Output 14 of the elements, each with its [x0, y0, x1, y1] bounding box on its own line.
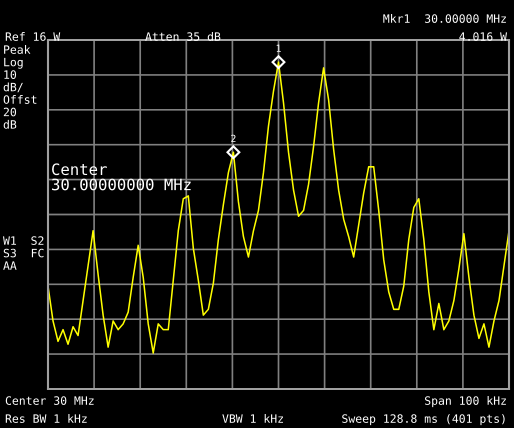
text: Center 30 MHz — [6, 396, 94, 405]
annotation: Center 30.00000000 MHz — [52, 163, 191, 190]
text: Span 100 kHz — [425, 396, 506, 408]
text: Mkr1 30.00000 MHz — [383, 14, 506, 23]
text: 4.016 W — [459, 32, 507, 41]
text: W1 S2 S3 FC AA — [3, 236, 44, 270]
annotation: 1 — [276, 44, 281, 52]
text: Ref 16 W — [6, 32, 60, 41]
text: VBW 1 kHz — [222, 414, 284, 423]
text: Sweep 128.8 ms (401 pts) — [342, 414, 505, 426]
annotation: 2 — [231, 134, 236, 142]
text: Atten 35 dB — [145, 32, 220, 41]
text: Res BW 1 kHz — [6, 414, 87, 423]
text: Peak Log 10 dB/ Offst 20 dB — [4, 45, 36, 129]
